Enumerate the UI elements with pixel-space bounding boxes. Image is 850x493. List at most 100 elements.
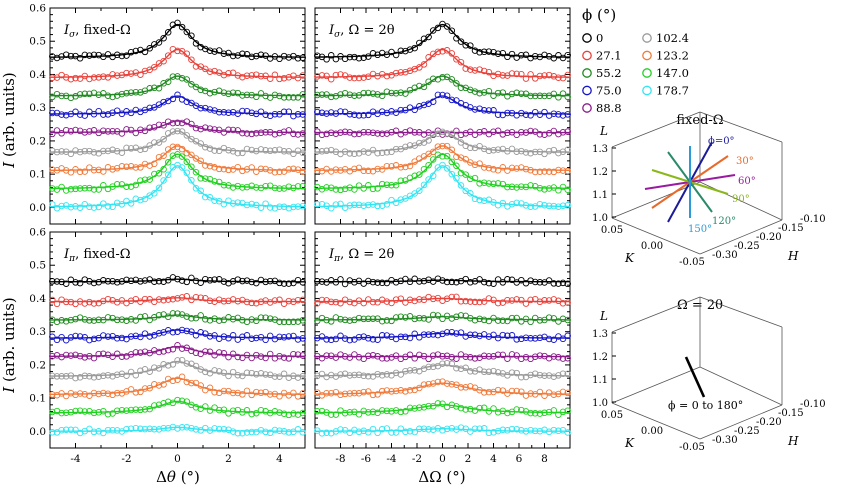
panel-label-suffix: , Ω = 2θ — [340, 23, 394, 38]
data-point — [262, 111, 269, 118]
data-point — [545, 147, 553, 155]
data-point — [220, 165, 228, 173]
legend-marker — [582, 85, 592, 96]
data-point — [425, 176, 432, 183]
data-point — [355, 182, 363, 189]
data-point — [220, 369, 228, 376]
data-point — [81, 408, 89, 415]
data-point — [160, 296, 167, 304]
panel-label-sub: π — [68, 254, 76, 264]
legend-label: 147.0 — [656, 66, 689, 80]
data-point — [76, 407, 84, 414]
data-point — [123, 317, 130, 324]
data-point — [392, 51, 400, 59]
data-point — [467, 298, 474, 305]
x-tick-label: -2 — [121, 453, 131, 465]
data-point — [490, 107, 497, 114]
data-point — [76, 204, 84, 211]
data-point — [332, 130, 340, 137]
data-point — [429, 311, 437, 319]
data-point — [457, 298, 465, 305]
data-point — [467, 428, 474, 435]
data-point — [360, 185, 367, 192]
inset-H-tick: -0.15 — [778, 408, 804, 419]
data-point — [559, 54, 567, 62]
data-point — [72, 426, 79, 434]
data-point — [225, 70, 232, 77]
data-point — [276, 279, 283, 287]
data-point — [443, 165, 451, 172]
data-point — [541, 392, 548, 399]
data-point — [95, 203, 102, 211]
data-point — [480, 278, 488, 286]
inset-H-label: H — [787, 434, 799, 448]
data-point — [365, 182, 372, 189]
data-point — [174, 376, 181, 383]
data-point — [225, 49, 232, 57]
data-point — [508, 164, 516, 172]
data-point — [369, 298, 377, 306]
data-point — [72, 147, 79, 154]
inset-L-tick: 1.0 — [592, 398, 608, 409]
data-point — [374, 391, 381, 398]
data-point — [448, 96, 456, 104]
data-point — [536, 168, 544, 175]
data-point — [485, 368, 493, 376]
data-point — [90, 335, 98, 343]
data-point — [434, 331, 442, 339]
fit-line — [50, 120, 305, 134]
data-point — [392, 199, 400, 207]
data-point — [346, 317, 354, 324]
data-point — [113, 279, 121, 286]
data-point — [485, 317, 493, 325]
data-point — [225, 166, 232, 174]
data-point — [337, 299, 344, 307]
data-point — [564, 128, 571, 135]
data-point — [299, 130, 306, 137]
data-point — [555, 94, 562, 101]
data-point — [462, 130, 469, 137]
data-point — [383, 72, 391, 80]
data-point — [215, 296, 223, 303]
data-point — [429, 278, 437, 285]
inset-K-tick: 0.05 — [601, 225, 623, 236]
data-point — [318, 296, 326, 304]
data-point — [411, 355, 418, 362]
data-point — [476, 180, 483, 187]
data-point — [327, 109, 335, 116]
data-point — [234, 199, 242, 206]
data-point — [290, 94, 297, 101]
data-point — [62, 351, 70, 359]
inset-box-edge — [699, 404, 783, 440]
data-point — [434, 24, 442, 32]
data-point — [239, 73, 246, 81]
x-tick-label: -6 — [361, 453, 372, 465]
y-tick-label: 0.5 — [29, 36, 46, 48]
data-point — [76, 168, 84, 176]
y-axis-title-top: I (arb. units) — [0, 72, 18, 169]
data-point — [253, 317, 260, 325]
fit-line — [50, 278, 305, 283]
data-point — [81, 354, 89, 361]
data-point — [141, 313, 149, 320]
data-point — [146, 333, 153, 340]
data-point — [499, 387, 507, 394]
data-point — [416, 171, 423, 178]
data-point — [402, 388, 409, 395]
data-point — [332, 186, 340, 193]
data-point — [178, 23, 186, 31]
data-point — [266, 75, 274, 82]
data-point — [253, 93, 260, 101]
inset-H-tick: -0.30 — [712, 435, 738, 446]
inset-phi-label: 60° — [738, 176, 756, 187]
inset-H-tick: -0.15 — [778, 223, 804, 234]
data-point — [480, 128, 488, 135]
data-point — [290, 318, 297, 326]
data-point — [262, 371, 269, 378]
data-point — [355, 54, 363, 62]
data-point — [225, 126, 232, 134]
data-point — [448, 293, 456, 301]
data-point — [285, 429, 293, 436]
data-point — [113, 92, 121, 99]
data-point — [72, 351, 79, 359]
